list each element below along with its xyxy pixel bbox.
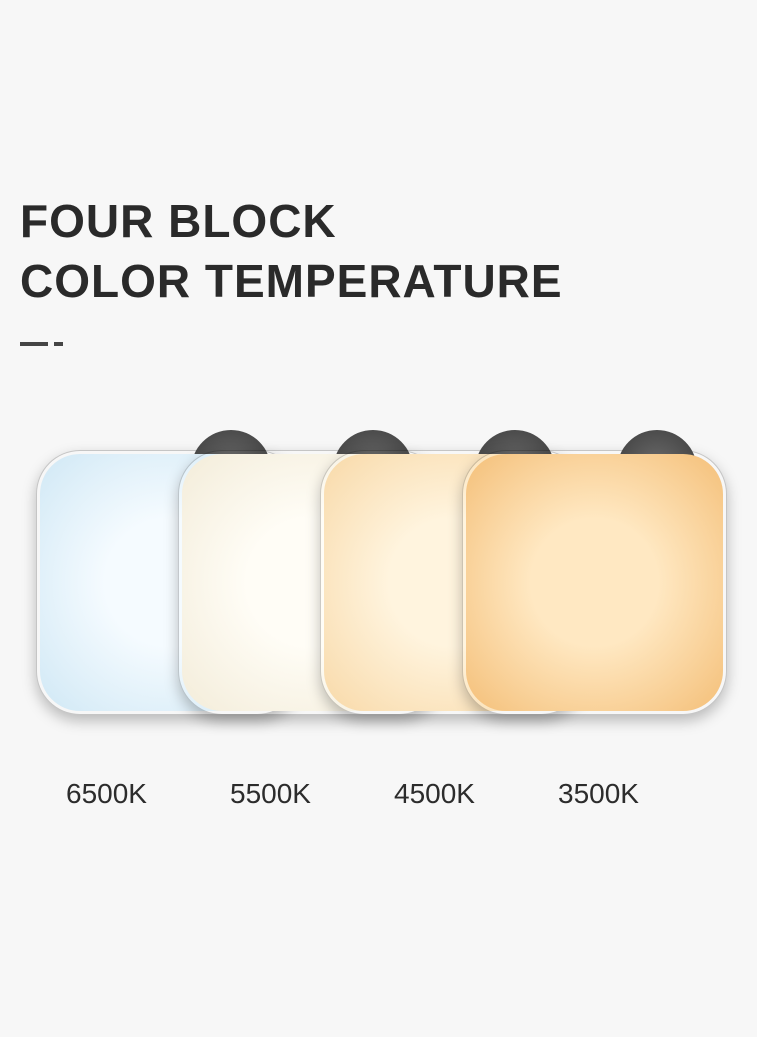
panel-label-5500K: 5500K [230, 778, 311, 810]
divider [20, 342, 63, 346]
heading-line-1: FOUR BLOCK [20, 192, 563, 252]
panel-label-3500K: 3500K [558, 778, 639, 810]
panel-label-6500K: 6500K [66, 778, 147, 810]
color-panel-3500K [462, 450, 727, 715]
heading: FOUR BLOCK COLOR TEMPERATURE [20, 192, 563, 312]
divider-dash-short [54, 342, 63, 346]
panel-group [36, 450, 736, 750]
heading-line-2: COLOR TEMPERATURE [20, 252, 563, 312]
color-panel-surface [466, 454, 723, 711]
panel-label-4500K: 4500K [394, 778, 475, 810]
divider-dash-long [20, 342, 48, 346]
